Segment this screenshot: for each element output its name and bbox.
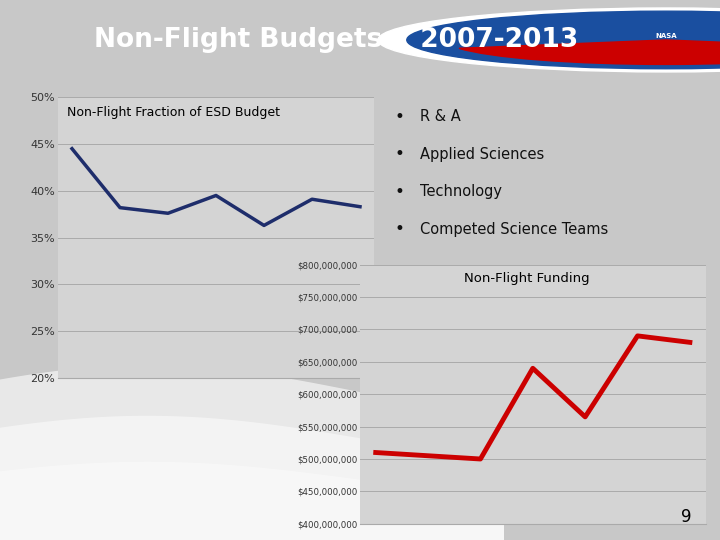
Text: R & A: R & A xyxy=(420,109,462,124)
Text: 9: 9 xyxy=(680,509,691,526)
Circle shape xyxy=(407,11,720,69)
Text: Technology: Technology xyxy=(420,184,503,199)
Text: •: • xyxy=(395,183,405,201)
Text: •: • xyxy=(395,107,405,126)
Text: •: • xyxy=(395,220,405,238)
PathPatch shape xyxy=(0,416,504,540)
Text: Competed Science Teams: Competed Science Teams xyxy=(420,222,608,237)
Text: Non-Flight Fraction of ESD Budget: Non-Flight Fraction of ESD Budget xyxy=(67,106,280,119)
PathPatch shape xyxy=(0,365,504,540)
Text: Non-Flight Funding: Non-Flight Funding xyxy=(464,272,589,285)
Text: NASA: NASA xyxy=(655,33,677,39)
Text: Non-Flight Budgets:   2007-2013: Non-Flight Budgets: 2007-2013 xyxy=(94,27,578,53)
Text: Applied Sciences: Applied Sciences xyxy=(420,147,545,161)
PathPatch shape xyxy=(0,462,504,540)
Text: •: • xyxy=(395,145,405,163)
Circle shape xyxy=(378,8,720,72)
Wedge shape xyxy=(459,40,720,64)
